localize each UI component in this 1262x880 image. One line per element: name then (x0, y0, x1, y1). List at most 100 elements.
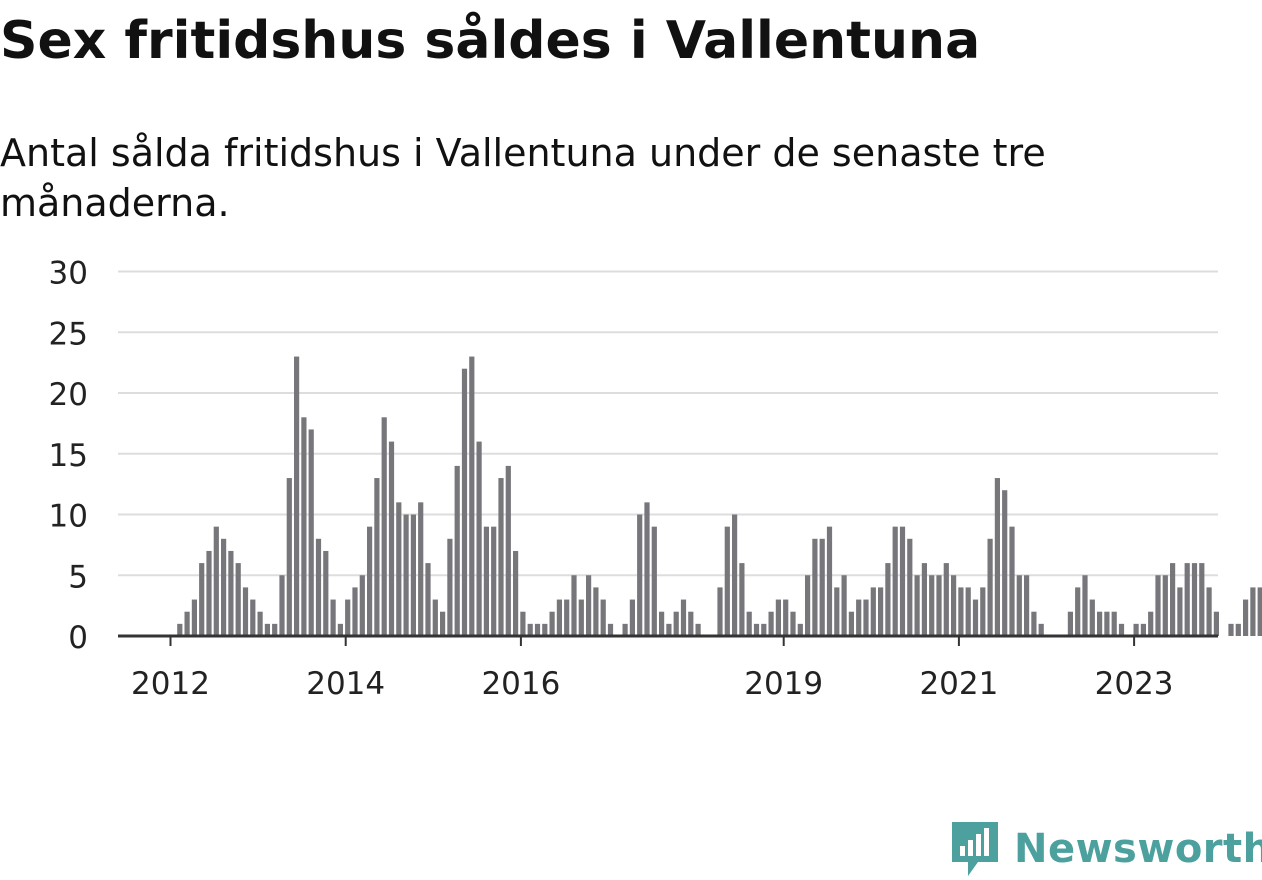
bar (191, 599, 197, 636)
bar (396, 502, 402, 636)
bar (768, 611, 774, 636)
bar (921, 563, 927, 636)
bar (805, 575, 811, 636)
bar (1016, 575, 1022, 636)
bar (1140, 623, 1146, 636)
bar-chart: 0510152025306201220142016201920212023202… (49, 256, 1262, 702)
bar (892, 526, 898, 636)
bar (841, 575, 847, 636)
x-tick-label: 2023 (1095, 666, 1174, 702)
bar (775, 599, 781, 636)
bar (367, 526, 373, 636)
bar (863, 599, 869, 636)
bar (1104, 611, 1110, 636)
bar (644, 502, 650, 636)
bar (206, 550, 212, 636)
bar (315, 538, 322, 636)
bar (345, 599, 351, 636)
bar (483, 526, 489, 636)
bar (242, 587, 249, 636)
bar (629, 599, 635, 636)
bar (425, 563, 431, 636)
bar (717, 587, 723, 636)
bar (542, 623, 548, 636)
bar (279, 575, 285, 636)
chart-subtitle: Antal sålda fritidshus i Vallentuna unde… (0, 131, 1046, 225)
bar (388, 441, 395, 636)
bar (534, 623, 541, 636)
bar (1148, 611, 1154, 636)
bar (337, 623, 343, 636)
bar (790, 611, 796, 636)
bar (469, 356, 475, 636)
bar (746, 611, 752, 636)
bar (578, 599, 584, 636)
x-tick-label: 2021 (919, 666, 998, 702)
bar (308, 429, 314, 636)
bar (885, 563, 891, 636)
bar (680, 599, 687, 636)
bar (980, 587, 986, 636)
bar (410, 514, 416, 636)
bar (651, 526, 657, 636)
bar (374, 478, 380, 636)
bar (1024, 575, 1030, 636)
bar (834, 587, 840, 636)
bar (1206, 587, 1212, 636)
brand-name: Newsworthy (1014, 826, 1262, 872)
bar (403, 514, 409, 636)
bar (732, 514, 738, 636)
bar (491, 526, 497, 636)
bar (235, 563, 241, 636)
bar (1257, 587, 1262, 636)
bar (228, 550, 234, 636)
bar (505, 465, 511, 636)
bar (958, 587, 964, 636)
y-tick-label: 15 (49, 438, 88, 474)
bar (929, 575, 935, 636)
x-tick-label: 2012 (131, 666, 210, 702)
chart-title: Sex fritidshus såldes i Vallentuna (0, 11, 981, 71)
bar (914, 575, 920, 636)
newsworthy-logo: Newsworthy (950, 818, 1262, 880)
bar (418, 502, 424, 636)
bar (1177, 587, 1183, 636)
bar (1031, 611, 1037, 636)
bar (666, 623, 672, 636)
bar (753, 623, 760, 636)
bar (739, 563, 745, 636)
bar (250, 599, 256, 636)
bar (673, 611, 679, 636)
bar (607, 623, 614, 636)
bar (688, 611, 694, 636)
bar (1118, 623, 1125, 636)
bars (177, 356, 1262, 636)
bar (272, 623, 278, 636)
bar (848, 611, 854, 636)
bar (856, 599, 862, 636)
bar (899, 526, 906, 636)
bar (286, 478, 292, 636)
bar (381, 417, 387, 636)
bar (593, 587, 599, 636)
bar (797, 623, 803, 636)
bar (936, 575, 942, 636)
x-tick-label: 2016 (481, 666, 560, 702)
bar (987, 538, 993, 636)
x-tick-label: 2019 (744, 666, 823, 702)
y-tick-label: 20 (49, 377, 88, 413)
y-tick-label: 10 (49, 499, 88, 535)
bar (432, 599, 438, 636)
bar (724, 526, 730, 636)
bar (870, 587, 876, 636)
bar (564, 599, 570, 636)
bar (1184, 563, 1190, 636)
bar (951, 575, 957, 636)
bar (294, 356, 300, 636)
bar (513, 550, 519, 636)
bar (1162, 575, 1168, 636)
bar (498, 478, 504, 636)
bar (476, 441, 482, 636)
bar (1002, 490, 1008, 636)
x-tick-label: 2014 (306, 666, 385, 702)
